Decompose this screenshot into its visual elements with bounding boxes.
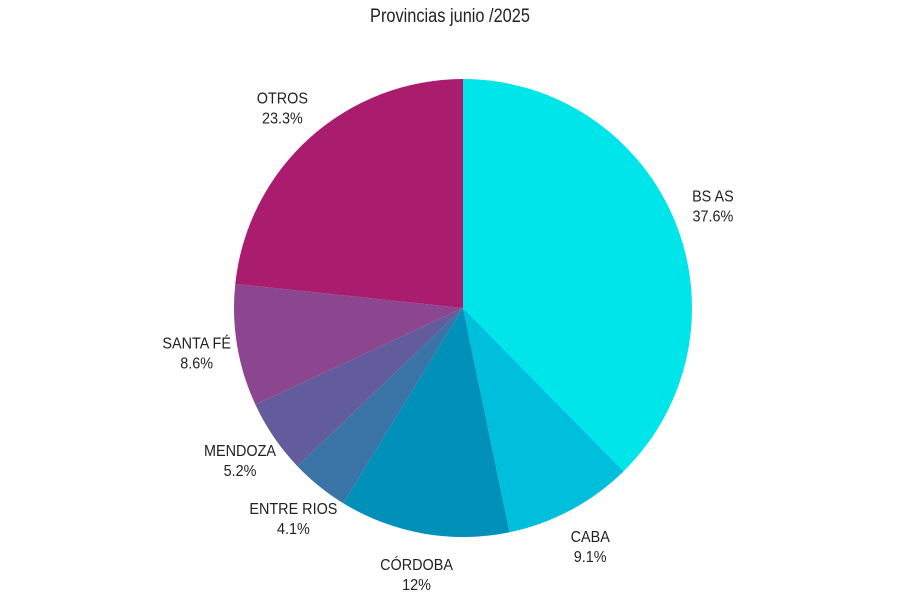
pie-slice-santa-fé [234, 283, 463, 405]
slice-label-value: 37.6% [692, 208, 733, 226]
slice-label-value: 5.2% [224, 463, 257, 481]
slice-label: CÓRDOBA 12% [380, 556, 454, 594]
slice-label: SANTA FÉ 8.6% [162, 335, 231, 373]
pie-slice-córdoba [343, 308, 510, 537]
slice-label-name: BS AS [692, 188, 734, 206]
slice-label-name: ENTRE RIOS [249, 500, 337, 518]
slice-label-value: 9.1% [574, 548, 607, 566]
pie-slice-otros [235, 79, 463, 308]
pie-slice-mendoza [255, 308, 463, 467]
slice-label: MENDOZA 5.2% [204, 443, 277, 481]
labels-layer: BS AS 37.6% CABA 9.1% CÓRDOBA 12% ENTRE RIOS 4.… [162, 90, 733, 595]
slice-label: ENTRE RIOS 4.1% [249, 500, 337, 538]
slices-layer [234, 79, 692, 537]
pie-slice-bs-as [463, 79, 692, 472]
slice-label-name: OTROS [257, 90, 308, 108]
slice-label-name: SANTA FÉ [162, 335, 231, 353]
slice-label-name: MENDOZA [204, 443, 277, 461]
chart-title: Provincias junio /2025 [370, 6, 530, 27]
slice-label: BS AS 37.6% [692, 188, 734, 226]
pie-slice-caba [463, 308, 624, 533]
slice-label-value: 4.1% [277, 520, 310, 538]
slice-label-value: 8.6% [180, 355, 213, 373]
pie-slice-entre-rios [297, 308, 463, 504]
slice-label-value: 12% [402, 576, 431, 594]
slice-label-name: CÓRDOBA [380, 556, 454, 574]
slice-label-name: CABA [571, 528, 611, 546]
slice-label: OTROS 23.3% [257, 90, 308, 128]
slice-label-value: 23.3% [262, 110, 303, 128]
slice-label: CABA 9.1% [571, 528, 611, 566]
